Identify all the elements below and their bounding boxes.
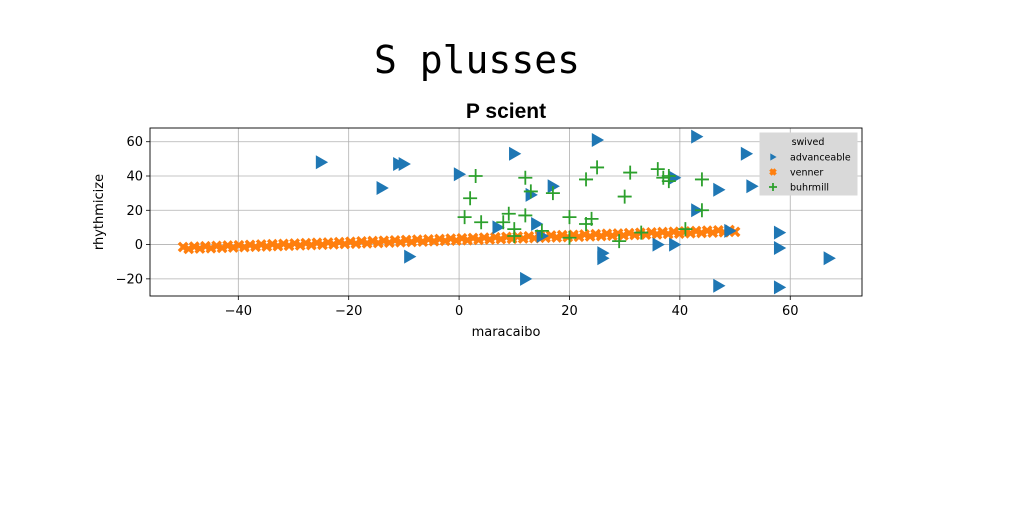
y-tick-label: 0 <box>135 238 143 253</box>
legend-label-venner: venner <box>790 168 823 179</box>
advanceable-point <box>823 251 836 266</box>
advanceable-point <box>509 146 522 161</box>
legend-label-buhrmill: buhrmill <box>790 183 829 194</box>
buhrmill-point <box>694 172 709 187</box>
legend-marker-venner <box>769 168 777 176</box>
buhrmill-point <box>590 160 605 175</box>
buhrmill-point <box>468 169 483 183</box>
legend: swived advanceable venner buhrmill <box>759 132 858 196</box>
y-axis-ticks: −20 0 20 40 60 <box>116 135 150 287</box>
buhrmill-point <box>623 165 638 180</box>
buhrmill-point <box>650 162 665 177</box>
buhrmill-point <box>612 234 627 249</box>
figure-suptitle: S plusses <box>374 38 580 82</box>
advanceable-point <box>492 220 505 235</box>
advanceable-point <box>398 157 411 171</box>
y-axis-label: rhythmicize <box>92 174 107 250</box>
buhrmill-point <box>534 223 549 238</box>
buhrmill-point <box>496 215 511 230</box>
y-tick-label: 20 <box>126 204 143 219</box>
y-tick-label: 40 <box>126 170 143 185</box>
advanceable-point <box>746 179 759 194</box>
advanceable-point <box>591 133 605 147</box>
buhrmill-point <box>634 225 649 240</box>
legend-title: swived <box>792 137 825 148</box>
buhrmill-point <box>501 206 516 221</box>
buhrmill-point <box>661 169 676 183</box>
buhrmill-point <box>457 210 472 225</box>
data-points <box>177 129 836 295</box>
buhrmill-point <box>474 215 489 230</box>
x-tick-label: 0 <box>455 304 463 319</box>
x-tick-label: −40 <box>225 304 252 319</box>
advanceable-point <box>669 237 682 252</box>
x-axis-ticks: −40 −20 0 20 40 60 <box>225 296 799 319</box>
plot-area-frame <box>149 127 863 297</box>
axes-title: P scient <box>466 100 546 123</box>
y-tick-label: 60 <box>126 135 143 150</box>
advanceable-point <box>520 271 533 286</box>
legend-box <box>759 132 858 196</box>
advanceable-point <box>713 182 726 197</box>
x-tick-label: 20 <box>561 304 578 319</box>
legend-entries: advanceable venner buhrmill <box>769 153 851 194</box>
x-tick-label: −20 <box>335 304 362 319</box>
legend-marker-advanceable <box>770 153 777 161</box>
buhrmill-point <box>518 208 533 223</box>
advanceable-point <box>724 223 737 238</box>
advanceable-point <box>773 225 787 240</box>
buhrmill-point <box>523 184 538 199</box>
x-tick-label: 60 <box>782 304 799 319</box>
x-tick-label: 40 <box>672 304 689 319</box>
buhrmill-point <box>545 186 560 201</box>
buhrmill-point <box>562 230 577 245</box>
advanceable-point <box>315 155 329 170</box>
advanceable-point <box>376 181 389 195</box>
advanceable-point <box>597 251 610 266</box>
buhrmill-point <box>678 222 693 237</box>
buhrmill-point <box>507 222 522 237</box>
legend-label-advanceable: advanceable <box>790 153 851 164</box>
buhrmill-point <box>617 189 632 204</box>
legend-marker-buhrmill <box>769 183 777 191</box>
buhrmill-point <box>584 211 599 226</box>
y-tick-label: −20 <box>116 272 143 287</box>
advanceable-point <box>691 129 704 144</box>
advanceable-point <box>773 280 787 295</box>
advanceable-point <box>652 237 665 252</box>
advanceable-point <box>453 167 467 182</box>
buhrmill-point <box>518 170 533 185</box>
advanceable-point <box>531 217 544 231</box>
x-axis-label: maracaibo <box>472 325 541 340</box>
advanceable-point <box>404 249 417 264</box>
buhrmill-point <box>694 203 709 218</box>
buhrmill-point <box>579 172 594 187</box>
advanceable-point <box>713 278 726 293</box>
advanceable-point <box>740 146 754 161</box>
buhrmill-point <box>463 191 478 206</box>
advanceable-point <box>773 241 787 255</box>
buhrmill-point <box>562 210 577 225</box>
